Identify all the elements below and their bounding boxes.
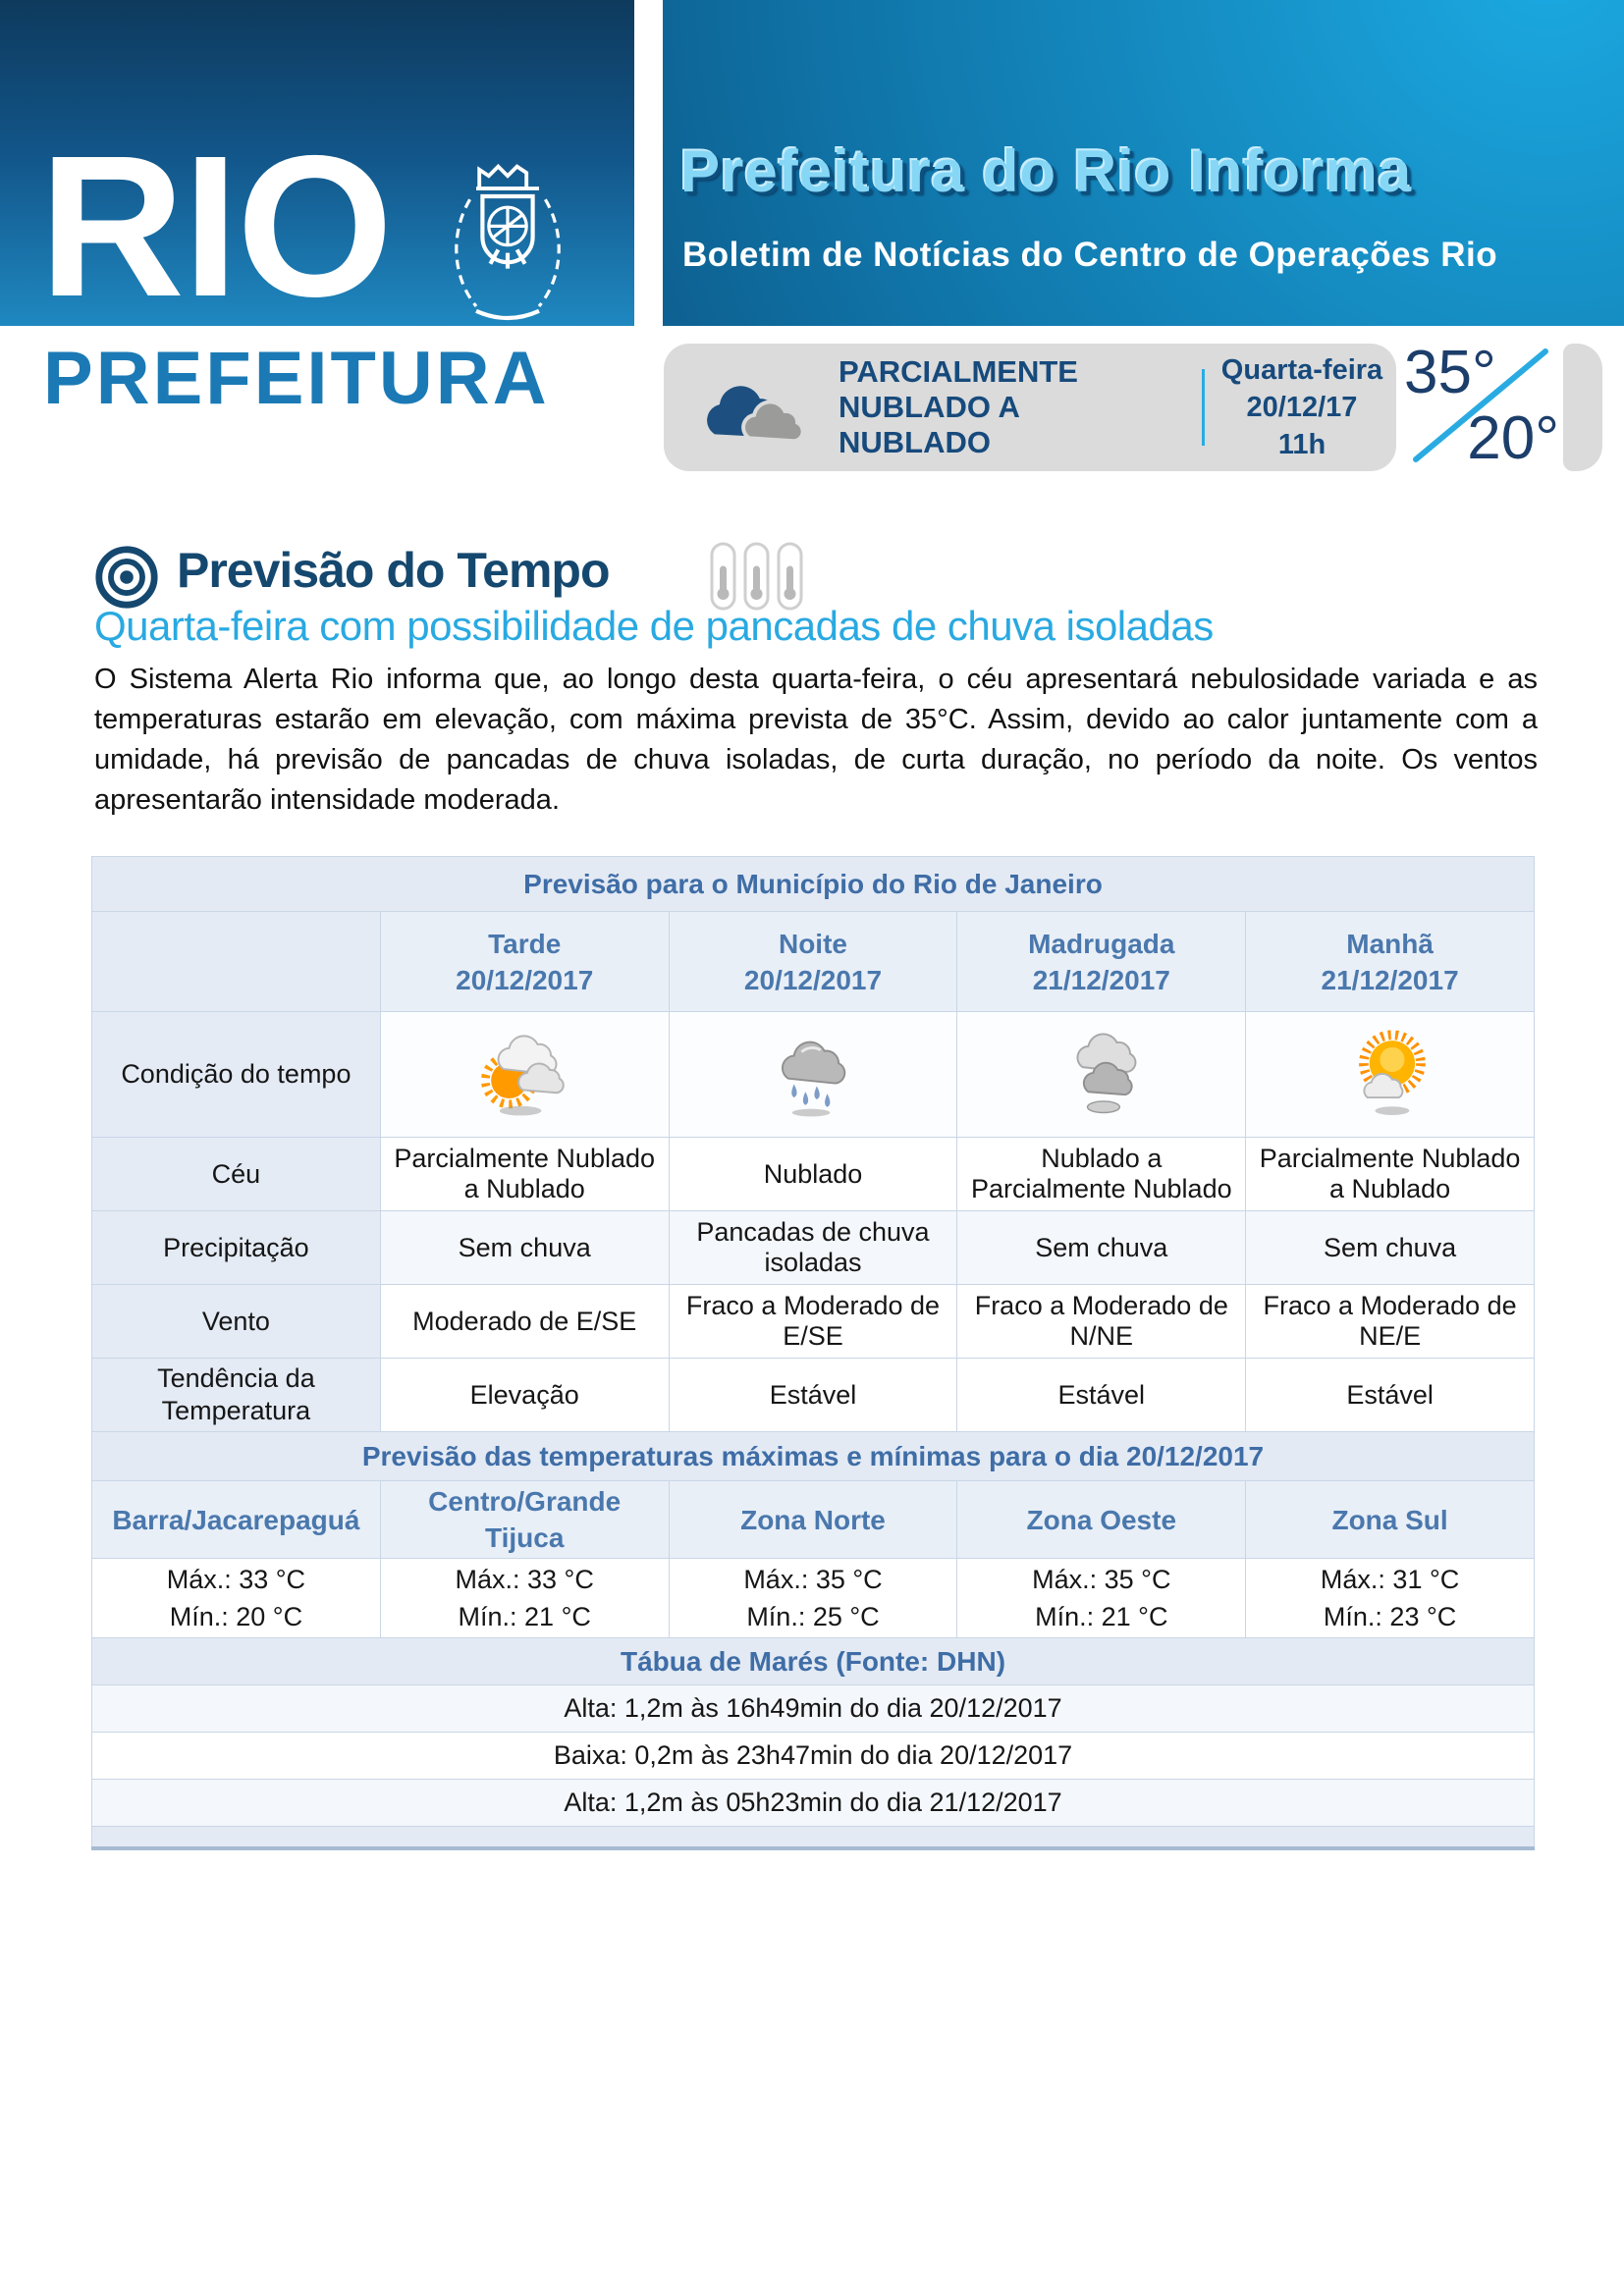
body-paragraph: O Sistema Alerta Rio informa que, ao lon… [94, 664, 1538, 816]
date: 20/12/17 [1246, 392, 1358, 423]
tide-entry: Alta: 1,2m às 16h49min do dia 20/12/2017 [91, 1684, 1535, 1733]
tide-row: Alta: 1,2m às 05h23min do dia 21/12/2017 [91, 1779, 1535, 1827]
banner-title: Prefeitura do Rio Informa [680, 138, 1413, 204]
zone-header: Zona Oeste [956, 1480, 1247, 1559]
period-header: Madrugada 21/12/2017 [956, 911, 1247, 1012]
precip-cell: Pancadas de chuva isoladas [668, 1210, 958, 1285]
zone-temps: Máx.: 33 °C Mín.: 20 °C [91, 1558, 381, 1638]
zone-temps: Máx.: 35 °C Mín.: 25 °C [668, 1558, 958, 1638]
banner-subtitle: Boletim de Notícias do Centro de Operaçõ… [682, 236, 1498, 274]
trend-cell: Elevação [379, 1358, 670, 1432]
precipitation-row: Precipitação Sem chuva Pancadas de chuva… [91, 1210, 1535, 1285]
weather-cell [1245, 1011, 1535, 1138]
condition-text: PARCIALMENTE NUBLADO A NUBLADO [839, 354, 1078, 459]
clouds-icon [707, 386, 805, 444]
weekday: Quarta-feira [1220, 354, 1383, 386]
banner-block: Prefeitura do Rio Informa Boletim de Not… [663, 0, 1624, 326]
sky-cell: Nublado [668, 1137, 958, 1211]
headline: Quarta-feira com possibilidade de pancad… [94, 603, 1214, 649]
row-label: Condição do tempo [91, 1011, 381, 1138]
trend-cell: Estável [1245, 1358, 1535, 1432]
coat-of-arms-icon [455, 163, 561, 320]
temperature-box: 35° 20° [1402, 339, 1559, 472]
row-label: Céu [91, 1137, 381, 1211]
forecast-table: Previsão para o Município do Rio de Jane… [91, 856, 1535, 1850]
tides-title-row: Tábua de Marés (Fonte: DHN) [91, 1637, 1535, 1685]
condition-icon-row: Condição do tempo [91, 1011, 1535, 1138]
trend-cell: Estável [956, 1358, 1247, 1432]
period-header-row: Tarde 20/12/2017 Noite 20/12/2017 Madrug… [91, 911, 1535, 1012]
rain-showers-icon [782, 1041, 846, 1117]
temperatures-title: Previsão das temperaturas máximas e míni… [91, 1431, 1535, 1481]
period-header: Noite 20/12/2017 [668, 911, 958, 1012]
cloudy-icon [1076, 1033, 1137, 1114]
wind-cell: Fraco a Moderado de E/SE [668, 1284, 958, 1359]
table-title: Previsão para o Município do Rio de Jane… [91, 856, 1535, 912]
date-block: Quarta-feira 20/12/17 11h [1214, 351, 1390, 463]
row-label: Tendência da Temperatura [91, 1358, 381, 1432]
zone-header: Centro/Grande Tijuca [379, 1480, 670, 1559]
section-title: Previsão do Tempo [177, 543, 611, 598]
zone-temps: Máx.: 31 °C Mín.: 23 °C [1245, 1558, 1535, 1638]
temp-min: 20° [1467, 404, 1559, 472]
tide-row: Baixa: 0,2m às 23h47min do dia 20/12/201… [91, 1732, 1535, 1780]
weather-status-bar: PARCIALMENTE NUBLADO A NUBLADO Quarta-fe… [664, 344, 1396, 471]
sky-cell: Nublado a Parcialmente Nublado [956, 1137, 1247, 1211]
zone-header-row: Barra/Jacarepaguá Centro/Grande Tijuca Z… [91, 1480, 1535, 1559]
wind-cell: Fraco a Moderado de NE/E [1245, 1284, 1535, 1359]
sky-cell: Parcialmente Nublado a Nublado [379, 1137, 670, 1211]
rio-logo-block: RIO [0, 0, 634, 339]
sunny-icon [1358, 1030, 1426, 1115]
table-footer-strip [91, 1826, 1535, 1850]
row-label: Vento [91, 1284, 381, 1359]
zone-temps: Máx.: 35 °C Mín.: 21 °C [956, 1558, 1247, 1638]
row-label: Precipitação [91, 1210, 381, 1285]
temp-slash-icon [1413, 348, 1548, 462]
weather-cell [956, 1011, 1247, 1138]
time: 11h [1277, 429, 1326, 460]
zone-temps: Máx.: 33 °C Mín.: 21 °C [379, 1558, 670, 1638]
zone-temps-row: Máx.: 33 °C Mín.: 20 °C Máx.: 33 °C Mín.… [91, 1558, 1535, 1638]
temp-max: 35° [1404, 339, 1496, 406]
bullseye-icon [95, 546, 158, 609]
weather-cell [668, 1011, 958, 1138]
precip-cell: Sem chuva [956, 1210, 1247, 1285]
gray-end-cap [1563, 344, 1602, 471]
tide-entry: Alta: 1,2m às 05h23min do dia 21/12/2017 [91, 1779, 1535, 1827]
sky-row: Céu Parcialmente Nublado a Nublado Nubla… [91, 1137, 1535, 1211]
tides-title: Tábua de Marés (Fonte: DHN) [91, 1637, 1535, 1685]
wind-cell: Fraco a Moderado de N/NE [956, 1284, 1247, 1359]
precip-cell: Sem chuva [379, 1210, 670, 1285]
period-header: Tarde 20/12/2017 [379, 911, 670, 1012]
zone-header: Zona Sul [1245, 1480, 1535, 1559]
thermometers-icon [710, 542, 803, 611]
wind-row: Vento Moderado de E/SE Fraco a Moderado … [91, 1284, 1535, 1359]
prefeitura-wordmark: PREFEITURA [43, 337, 550, 420]
period-header: Manhã 21/12/2017 [1245, 911, 1535, 1012]
tide-row: Alta: 1,2m às 16h49min do dia 20/12/2017 [91, 1684, 1535, 1733]
wind-cell: Moderado de E/SE [379, 1284, 670, 1359]
zone-header: Barra/Jacarepaguá [91, 1480, 381, 1559]
empty-corner-cell [91, 911, 381, 1012]
temperatures-title-row: Previsão das temperaturas máximas e míni… [91, 1431, 1535, 1481]
sky-cell: Parcialmente Nublado a Nublado [1245, 1137, 1535, 1211]
divider [1202, 369, 1205, 446]
temperature-trend-row: Tendência da Temperatura Elevação Estáve… [91, 1358, 1535, 1432]
zone-header: Zona Norte [668, 1480, 958, 1559]
tide-entry: Baixa: 0,2m às 23h47min do dia 20/12/201… [91, 1732, 1535, 1780]
table-title-row: Previsão para o Município do Rio de Jane… [91, 856, 1535, 912]
weather-cell [379, 1011, 670, 1138]
partly-cloudy-icon [481, 1035, 565, 1116]
trend-cell: Estável [668, 1358, 958, 1432]
precip-cell: Sem chuva [1245, 1210, 1535, 1285]
rio-logo: RIO [39, 114, 393, 339]
